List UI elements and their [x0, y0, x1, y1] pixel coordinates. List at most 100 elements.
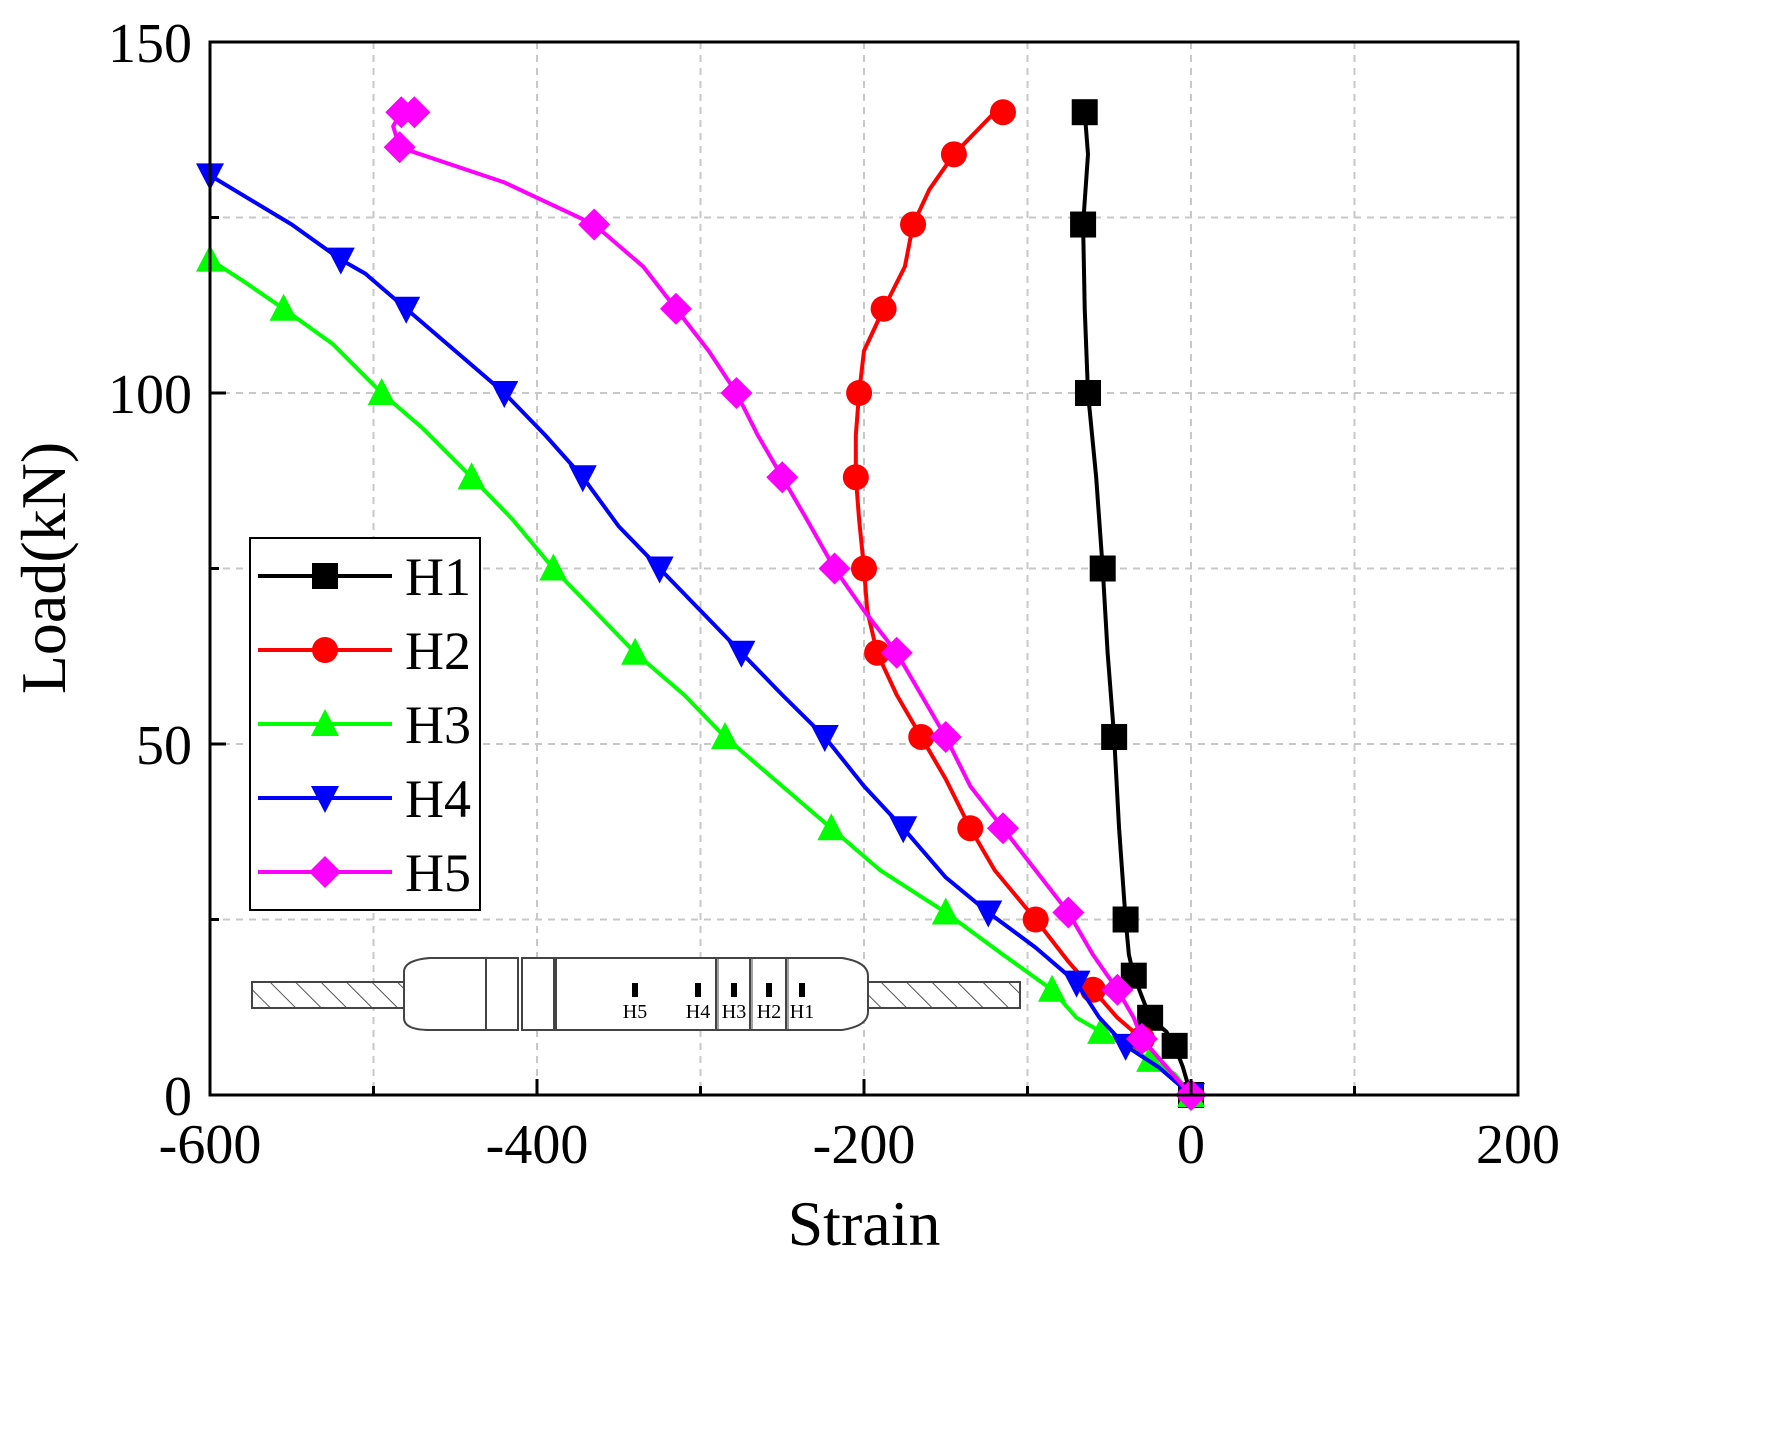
data-point-h3 — [621, 637, 650, 665]
series-h1 — [1070, 99, 1204, 1108]
legend-swatch-marker — [311, 786, 339, 813]
data-point-h3 — [817, 813, 846, 841]
series-line-h2 — [853, 110, 1193, 1097]
gauge-mark-h4 — [695, 983, 701, 997]
legend-swatch-marker — [309, 856, 341, 888]
y-tick-label: 150 — [108, 13, 192, 75]
data-point-h4 — [1062, 970, 1091, 998]
x-tick-label: -600 — [159, 1114, 262, 1176]
data-point-h5 — [398, 96, 431, 129]
data-point-h5 — [720, 377, 753, 409]
legend-entry-h5: H5 — [258, 843, 471, 903]
y-tick-label: 50 — [136, 715, 192, 777]
legend-label: H4 — [405, 769, 471, 829]
specimen-inset: H5 H4 H3 H2 H1 — [251, 957, 1021, 1031]
data-point-h5 — [986, 812, 1019, 845]
x-tick-label: -400 — [486, 1114, 589, 1176]
series-line-h1 — [1081, 112, 1193, 1096]
inset-main-body — [555, 957, 869, 1031]
x-tick-label: 0 — [1177, 1114, 1205, 1176]
data-point-h3 — [711, 721, 740, 749]
data-point-h2 — [1022, 906, 1049, 933]
data-point-h3 — [269, 293, 298, 321]
legend-entry-h4: H4 — [258, 769, 471, 829]
data-point-h4 — [326, 247, 355, 275]
data-point-h1 — [1112, 906, 1139, 933]
y-tick-label: 0 — [164, 1066, 192, 1128]
data-point-h4 — [810, 724, 839, 752]
data-point-h3 — [539, 553, 568, 581]
legend-label: H1 — [405, 547, 471, 607]
data-point-h4 — [568, 465, 597, 493]
gauge-mark-h3 — [731, 983, 737, 997]
y-axis-title: Load(kN) — [8, 442, 79, 694]
data-point-h5 — [880, 636, 913, 669]
data-point-h3 — [457, 462, 486, 490]
data-point-h2 — [957, 815, 984, 842]
legend-label: H5 — [405, 843, 471, 903]
data-point-h5 — [578, 208, 611, 241]
data-point-h5 — [1125, 1022, 1158, 1055]
gauge-label-h4: H4 — [686, 1001, 710, 1023]
data-point-h2 — [870, 295, 897, 322]
legend-label: H2 — [405, 621, 471, 681]
data-point-h2 — [851, 555, 877, 582]
legend-label: H3 — [405, 695, 471, 755]
x-tick-label: -200 — [813, 1114, 916, 1176]
data-point-h4 — [974, 900, 1003, 928]
gauge-label-h3: H3 — [722, 1001, 746, 1023]
data-point-h5 — [659, 292, 692, 325]
legend-swatch-marker — [312, 637, 338, 663]
data-point-h3 — [931, 897, 960, 925]
data-point-h5 — [929, 720, 962, 753]
data-point-h3 — [367, 378, 396, 405]
data-point-h1 — [1089, 555, 1116, 582]
data-point-h1 — [1074, 380, 1101, 406]
data-point-h1 — [1070, 211, 1097, 238]
gauge-label-h5: H5 — [623, 1001, 647, 1023]
data-point-h2 — [940, 141, 967, 168]
inset-right-rod — [867, 981, 1021, 1009]
data-point-h2 — [864, 639, 891, 666]
y-tick-label: 100 — [108, 364, 192, 426]
series-h4 — [196, 163, 1205, 1110]
data-point-h1 — [1101, 723, 1128, 750]
legend-swatch-marker — [312, 563, 338, 589]
x-axis-title: Strain — [788, 1188, 941, 1259]
legend-entry-h2: H2 — [258, 621, 471, 681]
inset-segment-2 — [521, 957, 555, 1031]
data-point-h5 — [1052, 896, 1085, 929]
data-point-h5 — [766, 461, 799, 494]
gauge-label-h1: H1 — [790, 1001, 814, 1023]
inset-left-rod — [251, 981, 409, 1009]
data-point-h4 — [645, 556, 674, 584]
grid — [210, 42, 1518, 1095]
data-point-h2 — [908, 723, 935, 750]
series-layer — [196, 96, 1207, 1111]
series-h2 — [842, 99, 1204, 1108]
data-point-h5 — [383, 131, 416, 164]
series-h5 — [383, 96, 1207, 1111]
axes: -600 -400 -200 0 200 0 50 100 150 — [108, 13, 1560, 1176]
legend: H1 H2 H3 H4 H5 — [249, 537, 481, 911]
data-point-h2 — [989, 99, 1016, 126]
series-line-h5 — [391, 110, 1193, 1097]
gauge-mark-h2 — [766, 983, 772, 997]
data-point-h1 — [1161, 1032, 1188, 1059]
data-point-h4 — [727, 640, 756, 668]
data-point-h3 — [1038, 974, 1067, 1002]
data-point-h2 — [842, 464, 869, 491]
inset-left-taper — [403, 957, 487, 1031]
series-h3 — [196, 244, 1205, 1107]
gauge-mark-h5 — [632, 983, 638, 997]
inset-segment-1 — [485, 957, 519, 1031]
data-point-h5 — [1101, 973, 1134, 1006]
legend-swatch-marker — [311, 709, 339, 736]
data-point-h4 — [490, 381, 519, 408]
legend-entry-h1: H1 — [258, 547, 471, 607]
data-point-h3 — [1087, 1016, 1116, 1044]
data-point-h4 — [889, 816, 918, 844]
data-point-h5 — [818, 552, 851, 585]
data-point-h2 — [900, 211, 927, 238]
